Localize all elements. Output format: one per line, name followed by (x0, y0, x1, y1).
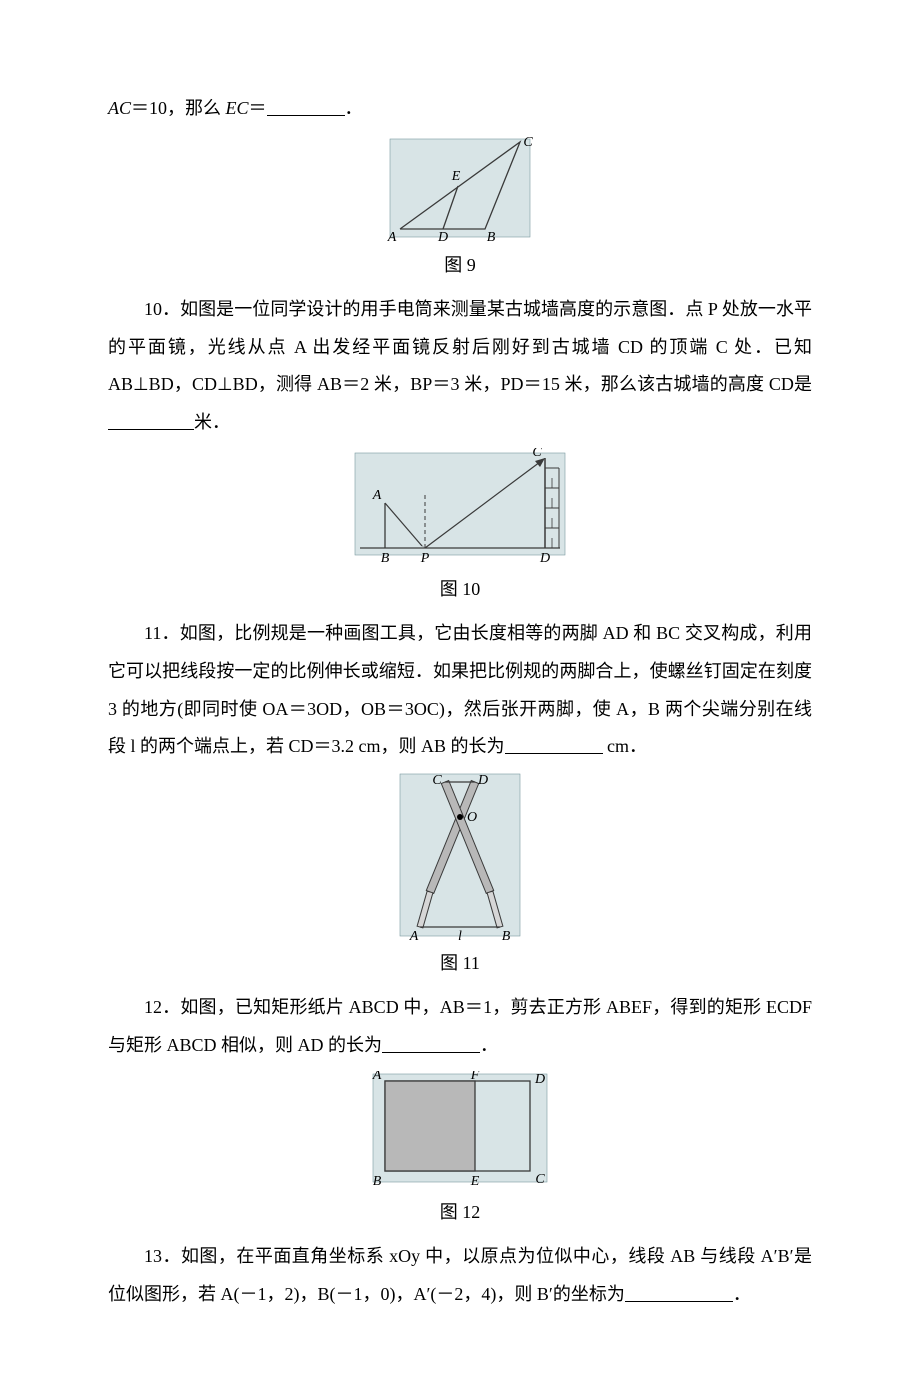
svg-text:A: A (372, 1071, 382, 1083)
q11-caption: 图 11 (108, 949, 812, 975)
q13-tail: ． (733, 1284, 751, 1304)
q10-caption: 图 10 (108, 575, 812, 601)
q9-caption: 图 9 (108, 251, 812, 277)
svg-text:A: A (409, 929, 419, 942)
svg-text:D: D (539, 551, 550, 566)
svg-text:C: C (523, 135, 533, 150)
q12-svg: A F D B E C (365, 1071, 555, 1191)
svg-text:D: D (437, 230, 448, 244)
svg-text:P: P (420, 551, 430, 566)
q11-para: 11．如图，比例规是一种画图工具，它由长度相等的两脚 AD 和 BC 交叉构成，… (108, 615, 812, 766)
svg-text:B: B (487, 230, 496, 244)
q9-eq2: ＝ (249, 98, 267, 118)
q13-num: 13． (144, 1246, 181, 1266)
svg-text:O: O (467, 810, 477, 825)
svg-text:C: C (535, 1172, 545, 1187)
q11-figure: C D O A Bl 图 11 (108, 772, 812, 975)
svg-text:E: E (451, 169, 461, 184)
q13-blank (625, 1285, 733, 1301)
q13-para: 13．如图，在平面直角坐标系 xOy 中，以原点为位似中心，线段 AB 与线段 … (108, 1238, 812, 1314)
q9-figure: A B C D E 图 9 (108, 134, 812, 277)
q10-blank (108, 414, 194, 430)
q12-para: 12．如图，已知矩形纸片 ABCD 中，AB＝1，剪去正方形 ABEF，得到的矩… (108, 989, 812, 1065)
q10-figure: A B P D C 图 10 (108, 448, 812, 601)
q10-svg: A B P D C (345, 448, 575, 568)
svg-text:E: E (470, 1174, 480, 1189)
q12-blank (382, 1037, 480, 1053)
svg-text:F: F (470, 1071, 480, 1083)
q9-ec: EC (226, 98, 249, 118)
q11-body: 如图，比例规是一种画图工具，它由长度相等的两脚 AD 和 BC 交叉构成，利用它… (108, 623, 812, 756)
svg-text:B: B (502, 929, 511, 942)
q12-caption: 图 12 (108, 1198, 812, 1224)
svg-text:C: C (432, 773, 442, 788)
q11-svg: C D O A Bl (390, 772, 530, 942)
svg-text:l: l (458, 929, 462, 942)
q9-ac: AC (108, 98, 131, 118)
svg-text:A: A (372, 488, 382, 503)
svg-text:B: B (373, 1174, 382, 1189)
q9-blank (267, 100, 345, 116)
svg-text:B: B (381, 551, 390, 566)
q11-unit: cm． (603, 736, 648, 756)
q11-num: 11． (144, 623, 180, 643)
q10-para: 10．如图是一位同学设计的用手电筒来测量某古城墙高度的示意图．点 P 处放一水平… (108, 291, 812, 442)
svg-text:D: D (534, 1072, 545, 1087)
q9-tail: AC＝10，那么 EC＝． (108, 90, 812, 128)
q10-body: 如图是一位同学设计的用手电筒来测量某古城墙高度的示意图．点 P 处放一水平的平面… (108, 299, 812, 395)
q12-figure: A F D B E C 图 12 (108, 1071, 812, 1224)
svg-text:D: D (477, 773, 488, 788)
q11-blank (505, 738, 603, 754)
q9-svg: A B C D E (380, 134, 540, 244)
q9-eq: ＝10，那么 (131, 98, 226, 118)
q10-unit: 米． (194, 412, 230, 432)
svg-text:A: A (387, 230, 397, 244)
svg-text:C: C (532, 448, 542, 460)
q10-num: 10． (144, 299, 180, 319)
q12-num: 12． (144, 997, 180, 1017)
